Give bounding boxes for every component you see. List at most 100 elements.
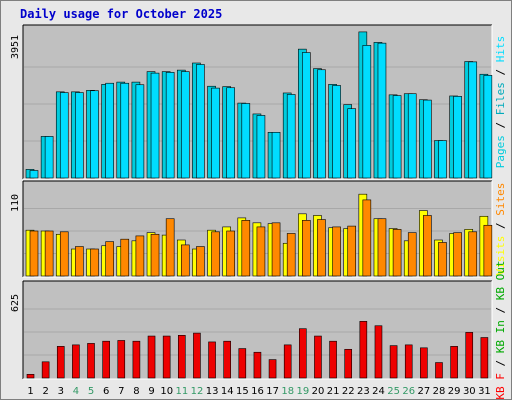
x-tick-label-day-7: 7 xyxy=(118,386,124,397)
legend-separator: / xyxy=(494,62,507,82)
x-tick-label-day-26: 26 xyxy=(402,386,415,397)
bar-sites-day-22 xyxy=(347,225,357,277)
bar-sites-day-11 xyxy=(180,244,190,277)
bar-pages-day-28 xyxy=(438,140,447,179)
bar-sites-day-9 xyxy=(150,233,160,277)
bar-pages-day-21 xyxy=(332,85,341,179)
x-tick-label-day-25: 25 xyxy=(387,386,400,397)
x-tick-label-day-31: 31 xyxy=(478,386,491,397)
bar-pages-day-10 xyxy=(165,72,175,179)
x-tick-label-day-1: 1 xyxy=(27,386,33,397)
bar-pages-day-12 xyxy=(196,64,205,179)
ymax-label-top: 3951 xyxy=(10,35,21,59)
bar-kbf-day-24 xyxy=(374,325,383,379)
bar-pages-day-2 xyxy=(44,136,54,179)
legend-item-kb-in: KB In xyxy=(494,320,507,353)
x-tick-label-day-17: 17 xyxy=(266,386,279,397)
bar-pages-day-31 xyxy=(483,75,493,179)
bar-kbf-day-4 xyxy=(72,344,80,379)
x-tick-label-day-15: 15 xyxy=(236,386,249,397)
bar-pages-day-30 xyxy=(468,61,478,179)
legend-item-kb-f: KB F xyxy=(494,373,507,400)
bar-kbf-day-12 xyxy=(193,332,201,379)
x-tick-label-day-9: 9 xyxy=(148,386,154,397)
bar-pages-day-3 xyxy=(59,92,69,179)
legend-separator: / xyxy=(494,216,507,236)
bar-pages-day-16 xyxy=(256,115,266,179)
chart-title: Daily usage for October 2025 xyxy=(20,7,223,21)
bar-kbf-day-3 xyxy=(56,346,65,379)
bar-sites-day-3 xyxy=(59,231,69,277)
bar-kbf-day-21 xyxy=(329,340,337,379)
x-tick-label-day-23: 23 xyxy=(357,386,370,397)
x-tick-label-day-13: 13 xyxy=(206,386,219,397)
bar-sites-day-7 xyxy=(120,238,130,277)
bar-sites-day-10 xyxy=(165,218,175,277)
bar-pages-day-4 xyxy=(75,92,84,179)
bar-kbf-day-28 xyxy=(435,362,443,379)
bar-kbf-day-16 xyxy=(253,351,262,379)
bar-sites-day-29 xyxy=(453,232,462,277)
legend-item-files: Files xyxy=(494,82,507,115)
bar-sites-day-15 xyxy=(241,220,251,277)
x-tick-label-day-21: 21 xyxy=(327,386,340,397)
bar-kbf-day-19 xyxy=(299,328,307,379)
bar-pages-day-11 xyxy=(180,71,190,179)
x-tick-label-day-27: 27 xyxy=(418,386,431,397)
bar-pages-day-13 xyxy=(211,87,220,179)
bar-pages-day-8 xyxy=(135,84,145,179)
bar-sites-day-28 xyxy=(438,242,447,277)
bar-pages-day-5 xyxy=(90,90,99,179)
bar-pages-day-24 xyxy=(377,42,387,179)
legend-item-kb-out: KB Out xyxy=(494,260,507,300)
x-tick-label-day-6: 6 xyxy=(103,386,109,397)
bar-sites-day-16 xyxy=(256,226,266,277)
x-tick-label-day-12: 12 xyxy=(191,386,204,397)
bar-kbf-day-26 xyxy=(404,344,413,379)
bar-kbf-day-9 xyxy=(147,335,156,379)
bar-kbf-day-23 xyxy=(359,321,368,379)
bar-pages-day-27 xyxy=(423,99,432,179)
bar-sites-day-4 xyxy=(75,246,84,277)
bar-pages-day-1 xyxy=(29,170,39,179)
bar-sites-day-2 xyxy=(44,230,54,277)
bar-kbf-day-17 xyxy=(268,359,277,379)
bar-pages-day-6 xyxy=(105,82,114,179)
ymax-label-middle: 110 xyxy=(10,194,21,212)
bar-kbf-day-5 xyxy=(87,343,95,379)
bar-sites-day-21 xyxy=(332,226,341,277)
bar-sites-day-17 xyxy=(271,222,281,277)
bar-sites-day-1 xyxy=(29,230,39,277)
bar-kbf-day-25 xyxy=(389,345,398,379)
x-tick-label-day-11: 11 xyxy=(175,386,188,397)
x-tick-label-day-19: 19 xyxy=(297,386,310,397)
bar-kbf-day-10 xyxy=(162,335,171,379)
x-tick-label-day-28: 28 xyxy=(433,386,446,397)
bar-sites-day-13 xyxy=(211,231,220,277)
bar-pages-day-20 xyxy=(317,69,326,179)
bar-pages-day-15 xyxy=(241,103,251,179)
bar-sites-day-31 xyxy=(483,224,493,277)
x-tick-label-day-18: 18 xyxy=(281,386,294,397)
bar-kbf-day-20 xyxy=(314,335,322,379)
bar-kbf-day-30 xyxy=(465,332,474,379)
bar-sites-day-25 xyxy=(392,229,402,277)
legend-top: Pages / Files / Hits xyxy=(494,36,507,169)
bar-sites-day-20 xyxy=(317,219,326,277)
bar-pages-day-9 xyxy=(150,72,160,179)
x-tick-label-day-22: 22 xyxy=(342,386,355,397)
bar-pages-day-26 xyxy=(407,93,417,179)
bar-pages-day-14 xyxy=(226,87,235,179)
legend-item-hits: Hits xyxy=(494,36,507,63)
bar-kbf-day-31 xyxy=(480,337,489,379)
x-tick-label-day-30: 30 xyxy=(463,386,476,397)
x-tick-label-day-20: 20 xyxy=(312,386,325,397)
bar-kbf-day-15 xyxy=(238,348,247,379)
ymax-label-bottom: 625 xyxy=(10,294,21,312)
bar-kbf-day-6 xyxy=(102,340,110,379)
legend-middle: Visits / Sites xyxy=(494,183,507,276)
bar-sites-day-27 xyxy=(423,215,432,277)
bar-kbf-day-18 xyxy=(283,344,292,379)
x-tick-label-day-16: 16 xyxy=(251,386,264,397)
